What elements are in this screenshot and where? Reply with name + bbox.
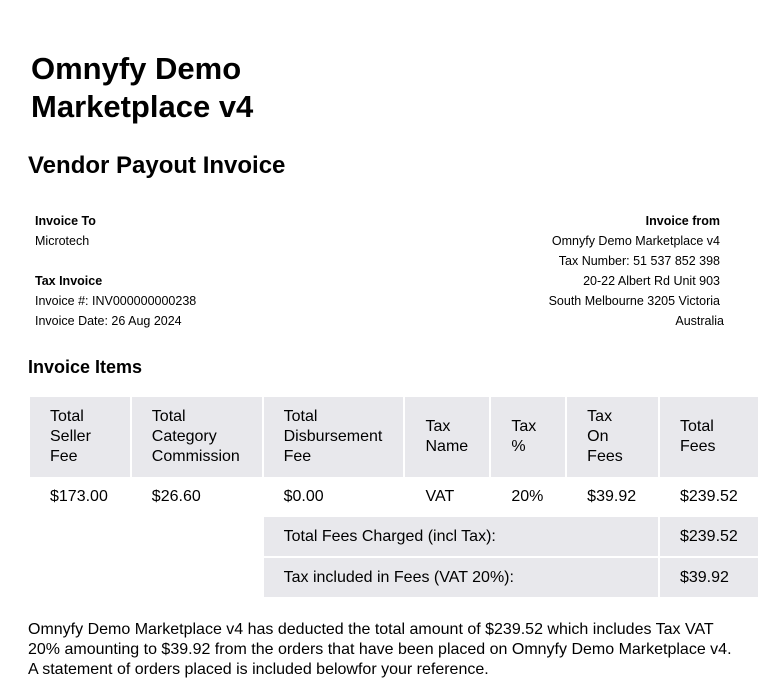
- invoice-items-heading: Invoice Items: [28, 357, 143, 377]
- marketplace-title: Omnyfy Demo Marketplace v4: [31, 50, 253, 126]
- invoice-from-line: South Melbourne 3205 Victoria: [548, 294, 720, 308]
- invoice-from-line: Tax Number: 51 537 852 398: [558, 254, 720, 268]
- table-header-row: Total Seller Fee Total Category Commission T…: [30, 397, 758, 477]
- cell-tax-on-fees: $39.92: [587, 488, 637, 505]
- invoice-date: Invoice Date: 26 Aug 2024: [35, 314, 182, 328]
- cell-disbursement-fee: $0.00: [283, 488, 324, 505]
- summary-row-total-fees: Total Fees Charged (incl Tax): $239.52: [30, 517, 758, 556]
- summary-value: $239.52: [659, 517, 758, 556]
- invoice-to-block: Invoice To Microtech Tax Invoice Invoice…: [35, 211, 196, 331]
- invoice-from-heading: Invoice from: [645, 214, 720, 228]
- invoice-to-heading: Invoice To: [35, 214, 96, 228]
- invoice-from-line: Omnyfy Demo Marketplace v4: [551, 234, 720, 248]
- invoice-items-table: Total Seller Fee Total Category Commission T…: [28, 397, 760, 597]
- invoice-from-block: Invoice from Omnyfy Demo Marketplace v4 …: [549, 211, 724, 331]
- summary-row-tax-included: Tax included in Fees (VAT 20%): $39.92: [30, 558, 758, 597]
- summary-label: Tax included in Fees (VAT 20%):: [263, 558, 658, 597]
- title-line-2: Marketplace v4: [31, 89, 254, 124]
- table-row: $173.00 $26.60 $0.00 VAT 20% $39.92 $239…: [30, 477, 758, 517]
- deduction-statement: Omnyfy Demo Marketplace v4 has deducted …: [28, 621, 732, 678]
- column-header-tax-on-fees: Tax On Fees: [567, 397, 658, 477]
- cell-category-commission: $26.60: [151, 488, 201, 505]
- cell-tax-percent: 20%: [511, 488, 544, 505]
- column-header-seller-fee: Total Seller Fee: [30, 397, 130, 477]
- column-header-tax-percent: Tax%: [491, 397, 566, 477]
- summary-label: Total Fees Charged (incl Tax):: [263, 517, 658, 556]
- invoice-from-line: 20-22 Albert Rd Unit 903: [583, 274, 720, 288]
- invoice-to-name: Microtech: [35, 234, 90, 248]
- invoice-subtitle: Vendor Payout Invoice: [28, 152, 286, 179]
- column-header-total-fees: Total Fees: [659, 397, 758, 477]
- invoice-from-line: Australia: [675, 314, 724, 328]
- tax-invoice-heading: Tax Invoice: [35, 274, 103, 288]
- title-line-1: Omnyfy Demo: [31, 51, 242, 86]
- cell-tax-name: VAT: [425, 488, 455, 505]
- cell-seller-fee: $173.00: [50, 488, 108, 505]
- summary-value: $39.92: [659, 558, 758, 597]
- column-header-disbursement-fee: Total Disbursement Fee: [263, 397, 404, 477]
- cell-total-fees: $239.52: [679, 488, 738, 505]
- column-header-category-commission: Total Category Commission: [131, 397, 262, 477]
- invoice-number: Invoice #: INV000000000238: [35, 294, 197, 308]
- column-header-tax-name: Tax Name: [405, 397, 490, 477]
